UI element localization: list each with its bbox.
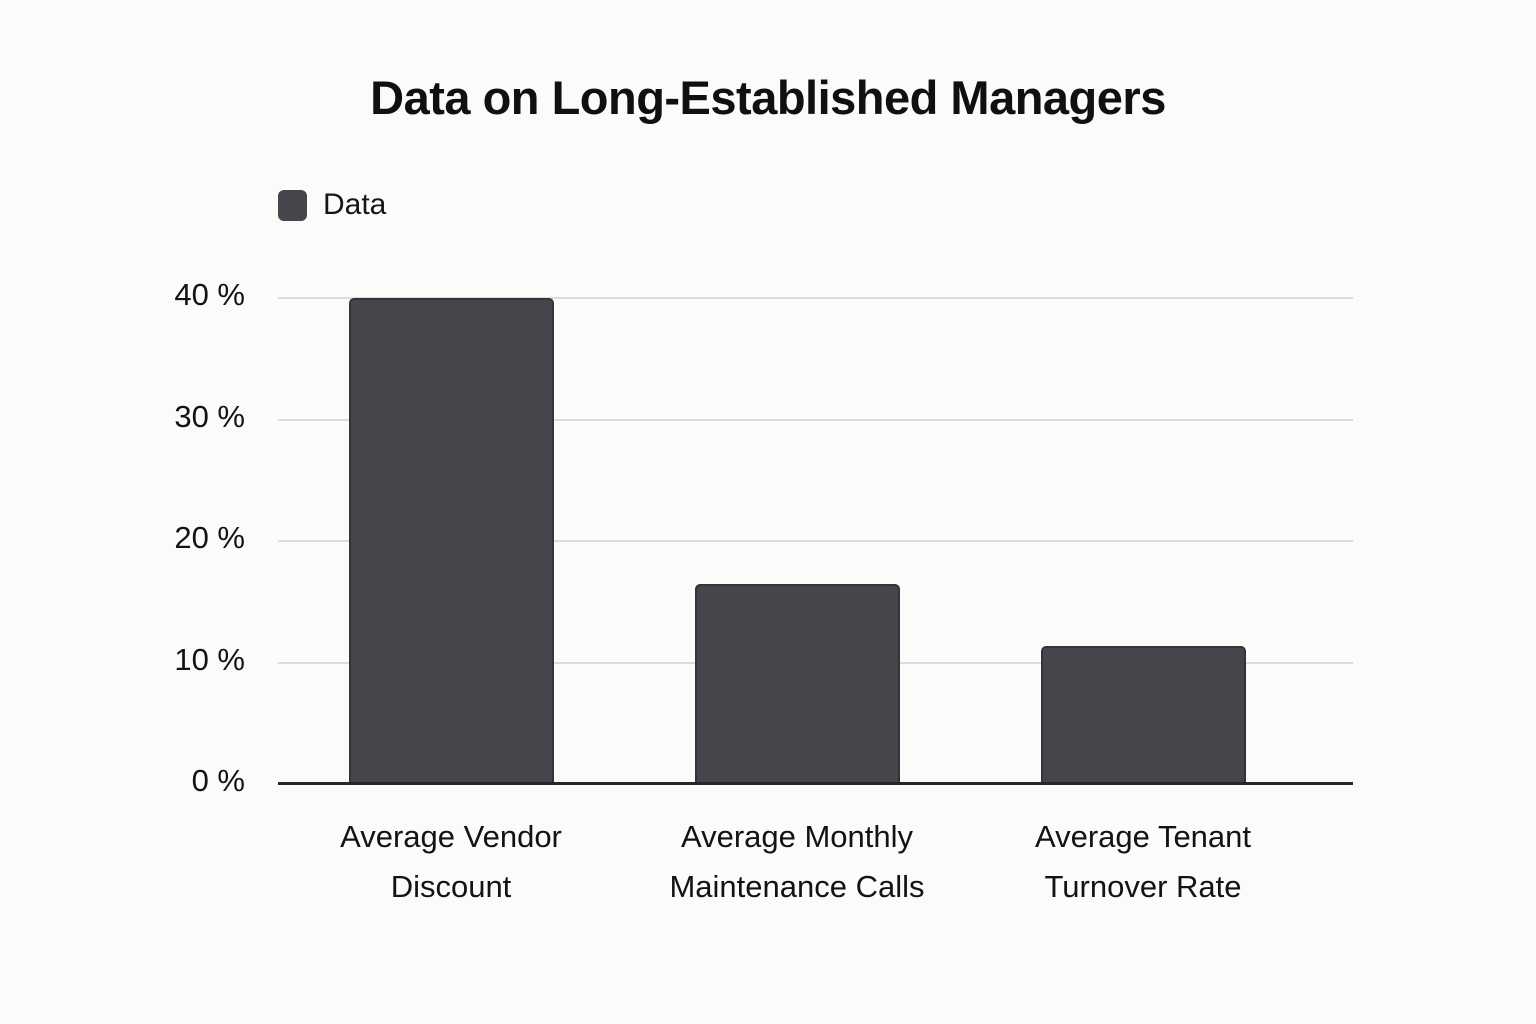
bar-2 (1040, 645, 1246, 784)
legend-swatch-icon (278, 189, 307, 221)
bar-1 (694, 583, 900, 784)
bar-0 (348, 298, 554, 784)
y-tick-label: 0 % (191, 763, 245, 798)
gridline (278, 540, 1353, 542)
y-tick-label: 30 % (174, 398, 245, 434)
x-category-label: Average Vendor Discount (340, 819, 562, 904)
legend-label: Data (323, 188, 387, 221)
x-category-label: Average Tenant Turnover Rate (1034, 819, 1252, 904)
chart-title: Data on Long-Established Managers (370, 71, 1166, 124)
x-category-label: Average Monthly Maintenance Calls (669, 819, 925, 904)
y-tick-label: 20 % (174, 520, 245, 555)
plot-area (278, 297, 1353, 785)
bars (278, 298, 1316, 784)
x-axis-line (278, 782, 1353, 785)
y-tick-label: 40 % (174, 277, 245, 312)
legend: Data (278, 188, 386, 222)
gridline (278, 418, 1353, 421)
gridline (278, 297, 1353, 299)
y-tick-label: 10 % (174, 641, 245, 677)
